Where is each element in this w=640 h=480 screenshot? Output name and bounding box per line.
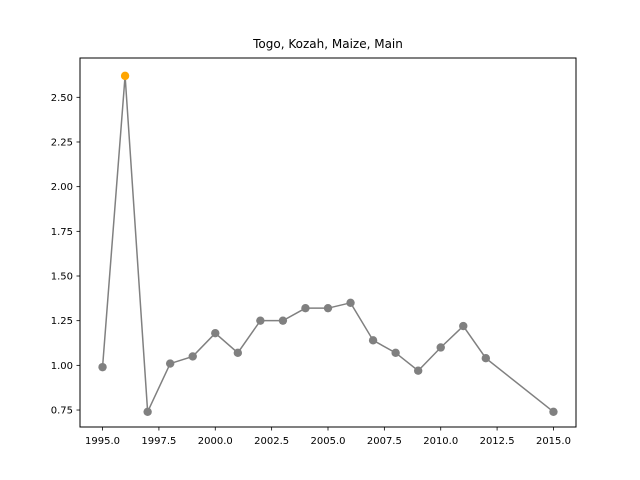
x-tick-label: 2015.0 bbox=[536, 436, 571, 447]
data-point bbox=[391, 348, 400, 358]
y-tick-label: 0.75 bbox=[51, 406, 73, 417]
x-tick-label: 1997.5 bbox=[141, 436, 176, 447]
y-tick-label: 1.50 bbox=[51, 272, 73, 283]
data-point bbox=[368, 336, 378, 345]
data-point bbox=[346, 298, 355, 308]
data-point bbox=[188, 352, 197, 361]
y-tick-label: 1.25 bbox=[51, 316, 73, 327]
y-tick-label: 1.00 bbox=[51, 361, 73, 372]
x-tick-label: 2000.0 bbox=[198, 436, 233, 447]
data-point bbox=[481, 354, 491, 363]
data-point bbox=[278, 316, 288, 325]
data-point bbox=[459, 321, 468, 331]
y-tick-label: 2.00 bbox=[51, 182, 73, 193]
data-point bbox=[211, 328, 220, 338]
chart-title: Togo, Kozah, Maize, Main bbox=[252, 37, 403, 51]
x-tick-label: 2010.0 bbox=[423, 436, 458, 447]
data-point bbox=[143, 407, 152, 417]
y-tick-label: 1.75 bbox=[51, 227, 73, 238]
data-point bbox=[436, 343, 445, 352]
y-axis: 0.75 1.00 1.25 1.50 1.75 2.00 2.25 2.50 bbox=[51, 93, 80, 417]
x-tick-label: 1995.0 bbox=[85, 436, 120, 447]
data-point bbox=[233, 348, 243, 358]
data-point bbox=[256, 316, 265, 325]
x-tick-label: 2002.5 bbox=[254, 436, 289, 447]
data-point bbox=[165, 359, 175, 368]
x-tick-label: 2007.5 bbox=[367, 436, 402, 447]
highlighted-data-point bbox=[120, 71, 130, 81]
data-point bbox=[323, 303, 333, 313]
x-tick-label: 2012.5 bbox=[480, 436, 515, 447]
data-point bbox=[549, 407, 558, 417]
data-point bbox=[301, 303, 310, 313]
y-tick-label: 2.25 bbox=[51, 137, 73, 148]
x-tick-label: 2005.0 bbox=[311, 436, 346, 447]
data-point bbox=[98, 362, 107, 372]
data-point bbox=[413, 366, 423, 375]
x-axis: 1995.0 1997.5 2000.0 2002.5 2005.0 2007.5 2010… bbox=[85, 427, 571, 447]
series-layer bbox=[98, 71, 558, 417]
y-tick-label: 2.50 bbox=[51, 93, 73, 104]
